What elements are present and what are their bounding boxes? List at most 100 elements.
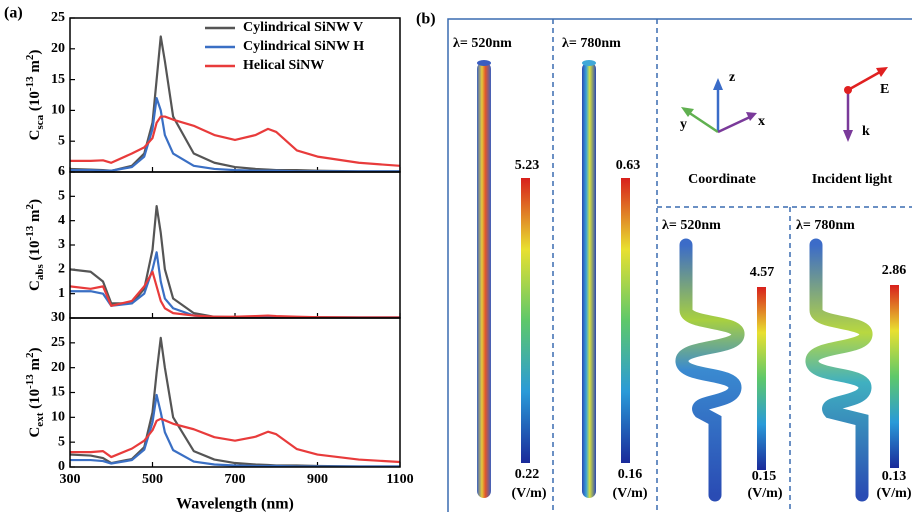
colorbar xyxy=(521,178,530,463)
caption: Coordinate xyxy=(688,172,756,187)
axes-icon xyxy=(681,78,757,134)
legend-label: Cylindrical SiNW V xyxy=(243,20,363,35)
y-label: Cabs (10-13 m2) xyxy=(24,199,46,291)
y-label-part: (10 xyxy=(27,389,43,413)
y-tick-label: 3 xyxy=(58,237,65,252)
y-label-part: m xyxy=(27,209,43,226)
dividers xyxy=(552,19,912,512)
y-label-part: C xyxy=(27,427,43,438)
series-line xyxy=(70,270,400,318)
y-label-part: m xyxy=(27,357,43,374)
y-label-part: ) xyxy=(27,50,43,55)
colorbar xyxy=(757,287,766,470)
y-tick-label: 15 xyxy=(51,72,65,87)
y-label-part: 2 xyxy=(24,54,36,60)
y-label-part: 2 xyxy=(24,204,36,210)
cell-title: λ= 520nm xyxy=(662,218,721,233)
y-label-part: 2 xyxy=(24,352,36,358)
colorbar xyxy=(890,285,899,468)
series-line xyxy=(70,35,400,172)
y-tick-label: 6 xyxy=(58,164,65,179)
y-label-part: sca xyxy=(34,114,46,129)
min-label: 0.15 xyxy=(752,469,777,484)
y-tick-label: 0 xyxy=(58,459,65,474)
unit-label: (V/m) xyxy=(877,486,912,501)
helix xyxy=(675,238,745,502)
axis-z: z xyxy=(729,70,735,85)
series-group xyxy=(70,336,400,467)
y-label-part: C xyxy=(27,280,43,291)
y-tick-label: 1 xyxy=(58,286,65,301)
y-tick-label: 25 xyxy=(51,10,65,25)
y-tick-label: 5 xyxy=(58,189,65,204)
unit-label: (V/m) xyxy=(748,486,783,501)
max-label: 0.63 xyxy=(616,158,641,173)
y-label-part: abs xyxy=(34,263,46,280)
y-label-part: -13 xyxy=(24,76,36,91)
x-tick-label: 700 xyxy=(225,472,246,487)
frame xyxy=(447,18,912,512)
panel-b: (b) λ= 520nm 5.23 0.22 (V/m) λ= 780nm 0.… xyxy=(416,11,912,512)
series-line xyxy=(70,204,400,318)
x-tick-label: 900 xyxy=(307,472,328,487)
y-label-part: C xyxy=(27,130,43,141)
y-label-part: ) xyxy=(27,347,43,352)
y-tick-label: 5 xyxy=(58,434,65,449)
helix xyxy=(805,238,873,502)
min-label: 0.13 xyxy=(882,469,907,484)
series-line xyxy=(70,417,400,464)
rod-cap xyxy=(582,60,596,66)
cell-title: λ= 780nm xyxy=(796,218,855,233)
y-label: Cext (10-13 m2) xyxy=(24,347,46,437)
y-label-part: m xyxy=(27,60,43,77)
y-tick-label: 10 xyxy=(51,410,65,425)
x-tick-label: 1100 xyxy=(386,472,413,487)
y-tick-label: 20 xyxy=(51,41,65,56)
e-label: E xyxy=(880,82,889,97)
y-tick-label: 20 xyxy=(51,360,65,375)
y-label: Csca (10-13 m2) xyxy=(24,50,46,141)
series-line xyxy=(70,336,400,467)
legend-label: Helical SiNW xyxy=(243,58,324,73)
max-label: 2.86 xyxy=(882,263,907,278)
legend-label: Cylindrical SiNW H xyxy=(243,39,364,54)
max-label: 4.57 xyxy=(750,265,775,280)
rod xyxy=(477,62,491,498)
y-tick-label: 5 xyxy=(58,133,65,148)
light-icon xyxy=(843,67,888,142)
max-label: 5.23 xyxy=(515,158,540,173)
k-label: k xyxy=(862,124,870,139)
x-tick-label: 300 xyxy=(60,472,81,487)
cell-title: λ= 780nm xyxy=(562,36,621,51)
colorbar xyxy=(621,178,630,463)
y-label-part: (10 xyxy=(27,240,43,264)
rod xyxy=(582,62,596,498)
axis-y: y xyxy=(680,117,687,132)
y-tick-label: 30 xyxy=(51,310,65,325)
x-tick-label: 500 xyxy=(142,472,163,487)
series-line xyxy=(70,115,400,167)
panel-label: (a) xyxy=(4,5,23,22)
y-label-part: ext xyxy=(34,412,46,426)
panel-label: (b) xyxy=(416,11,436,28)
y-tick-label: 25 xyxy=(51,335,65,350)
min-label: 0.22 xyxy=(515,467,540,482)
rod-cap xyxy=(477,60,491,66)
caption: Incident light xyxy=(812,172,893,187)
y-label-part: -13 xyxy=(24,374,36,389)
y-label-part: -13 xyxy=(24,225,36,240)
y-label-part: ) xyxy=(27,199,43,204)
series-group xyxy=(70,35,400,172)
y-tick-label: 15 xyxy=(51,385,65,400)
unit-label: (V/m) xyxy=(512,486,547,501)
y-tick-label: 4 xyxy=(58,213,65,228)
axis-x: x xyxy=(758,114,765,129)
series-line xyxy=(70,96,400,172)
y-tick-label: 2 xyxy=(58,262,65,277)
unit-label: (V/m) xyxy=(613,486,648,501)
series-line xyxy=(70,251,400,318)
y-label-part: (10 xyxy=(27,91,43,115)
axes-frame xyxy=(69,171,401,319)
